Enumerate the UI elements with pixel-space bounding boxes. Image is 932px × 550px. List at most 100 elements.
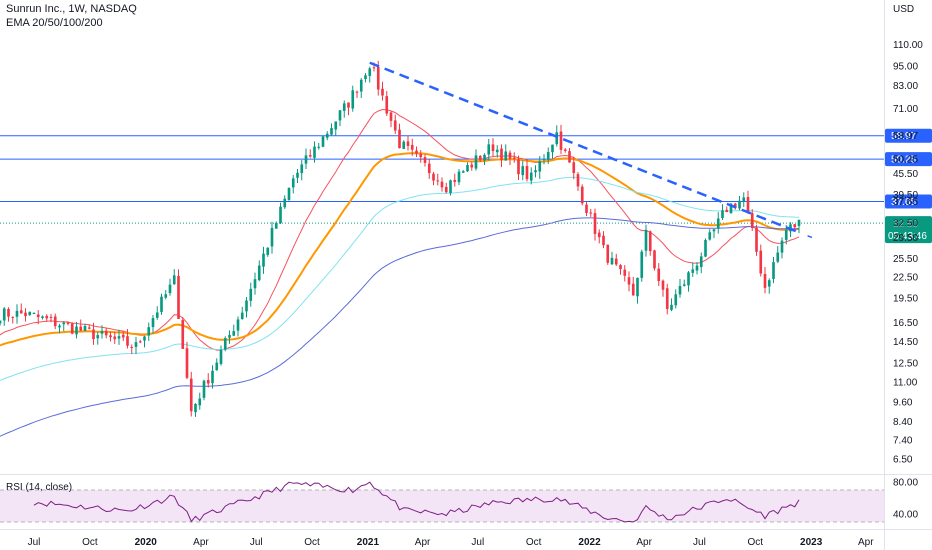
candle — [228, 330, 231, 344]
candle — [11, 316, 15, 324]
candle — [678, 278, 682, 298]
price-tick-label: 16.50 — [893, 318, 918, 329]
candle-body — [470, 164, 474, 168]
candle — [687, 271, 690, 292]
candle-body — [776, 252, 780, 262]
candle — [606, 244, 610, 265]
descending-trendline[interactable] — [369, 61, 800, 234]
candle — [117, 329, 121, 345]
candle-body — [287, 187, 291, 201]
candle-body — [661, 280, 665, 290]
last-price-value: 32.50 — [893, 219, 918, 230]
price-axis[interactable]: 110.00 95.00 83.00 71.00 58.97 50.25 45.50 39.5… — [884, 0, 924, 550]
candle-body — [151, 318, 155, 328]
candle-body — [551, 144, 554, 153]
candle-body — [58, 325, 61, 328]
candle — [0, 320, 2, 326]
candle — [699, 252, 703, 274]
candle-body — [228, 334, 231, 338]
candle — [49, 313, 53, 323]
candle — [653, 249, 656, 271]
candle-body — [449, 180, 452, 194]
candle-body — [674, 294, 678, 306]
candle — [648, 230, 652, 256]
rsi-line — [33, 481, 800, 523]
candle-body — [759, 250, 763, 274]
level-price-tag — [885, 152, 932, 167]
candle — [776, 246, 780, 264]
candle-body — [138, 341, 142, 343]
candle-body — [478, 155, 482, 161]
candle — [517, 155, 520, 181]
candle-body — [0, 320, 2, 324]
candle — [797, 219, 801, 234]
candle — [619, 264, 622, 275]
time-tick-label: Jul — [28, 537, 41, 548]
time-axis[interactable]: Jul Oct 2020 Apr Jul Oct 2021 Apr Jul Oct 2022 Apr J… — [28, 537, 875, 548]
candle — [512, 152, 516, 163]
candle — [712, 229, 716, 239]
candle — [15, 304, 19, 324]
candle-body — [389, 112, 393, 121]
time-tick-label: Apr — [415, 537, 431, 548]
candle-body — [487, 144, 491, 155]
candle-body — [644, 229, 648, 251]
candle-body — [385, 96, 389, 114]
candle-body — [555, 132, 559, 145]
candle — [164, 290, 168, 300]
candle-body — [512, 157, 516, 159]
price-tick-label: 12.50 — [893, 359, 918, 370]
candle — [436, 173, 440, 186]
candle-body — [117, 336, 121, 339]
candle — [695, 262, 699, 275]
candle-body — [763, 273, 767, 288]
candle-body — [7, 309, 10, 317]
candle-body — [134, 342, 138, 347]
candle — [415, 146, 418, 158]
candle-body — [143, 336, 146, 341]
trendline-layer[interactable] — [369, 61, 813, 239]
candle-body — [406, 141, 410, 146]
candle-body — [240, 312, 244, 319]
candle — [274, 221, 278, 229]
candle — [542, 154, 546, 165]
candle-body — [92, 329, 95, 340]
candle-body — [797, 219, 801, 226]
level-price-text: 58.97 — [891, 131, 916, 142]
candle — [202, 379, 206, 401]
candle — [194, 403, 197, 417]
candle-body — [432, 173, 435, 181]
candle — [763, 266, 767, 294]
candle — [610, 251, 614, 265]
candle-body — [100, 331, 104, 334]
candle — [189, 371, 193, 417]
candle — [334, 121, 338, 136]
candle — [457, 169, 461, 186]
level-price-text: 50.25 — [891, 155, 916, 166]
candle — [351, 85, 355, 112]
symbol-title: Sunrun Inc., 1W, NASDAQ — [6, 3, 137, 15]
candle — [232, 324, 236, 337]
price-tick-label: 11.00 — [893, 377, 918, 388]
candle — [181, 317, 185, 350]
candle — [589, 208, 593, 217]
candle — [419, 150, 423, 163]
candle — [168, 278, 172, 296]
time-tick-label: 2022 — [578, 537, 601, 548]
candle — [134, 336, 138, 355]
candle — [636, 277, 639, 304]
candle-body — [793, 224, 797, 228]
candle — [631, 276, 635, 296]
candle — [130, 344, 134, 355]
candle — [389, 111, 393, 128]
candle — [223, 336, 227, 352]
candle-body — [708, 232, 712, 240]
candle-body — [640, 251, 644, 278]
candle — [487, 138, 491, 161]
candle-body — [738, 200, 741, 209]
price-tick-label: 6.50 — [893, 455, 913, 466]
candle-body — [491, 144, 495, 152]
candle-body — [678, 286, 682, 295]
